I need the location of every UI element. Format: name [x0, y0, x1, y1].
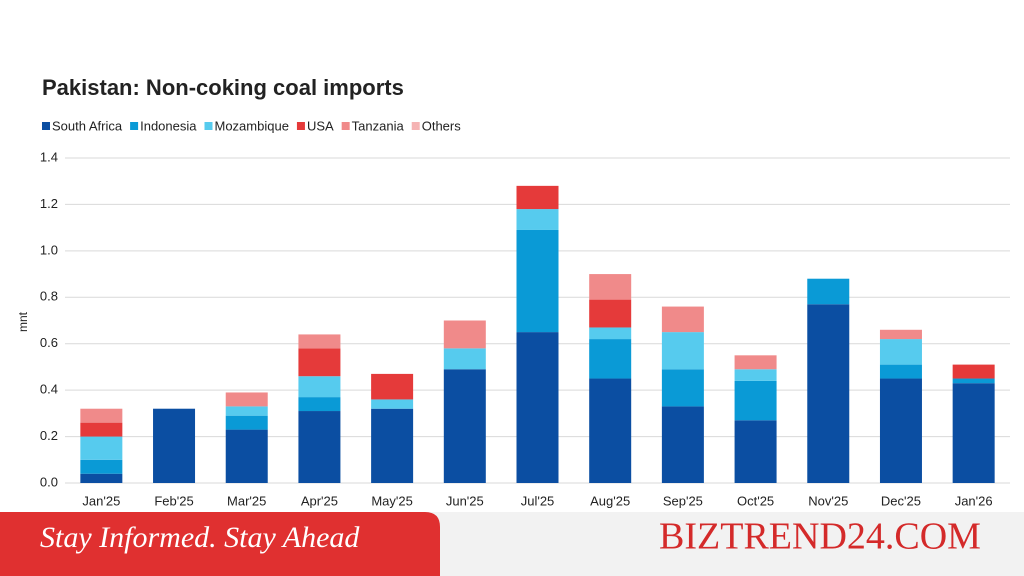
bar-segment [371, 373, 414, 400]
y-tick-label: 0.0 [40, 474, 58, 489]
bar-segment [589, 378, 632, 483]
x-tick-label: Mar'25 [227, 493, 266, 508]
bar-segment [443, 348, 486, 370]
bar-segment [516, 229, 559, 333]
bar-segment [807, 278, 850, 305]
bar-segment [516, 332, 559, 483]
bar-segment [661, 406, 704, 483]
bar-segment [225, 406, 268, 416]
bar-segment [879, 329, 922, 340]
legend-label: Tanzania [352, 118, 405, 133]
x-tick-label: Jun'25 [446, 493, 484, 508]
bar-segment [952, 383, 995, 483]
bar-segment [443, 369, 486, 483]
bar-segment [952, 378, 995, 384]
bar-segment [734, 369, 777, 381]
bar-segment [516, 185, 559, 210]
legend-swatch [130, 122, 139, 130]
bar-segment [879, 378, 922, 483]
legend-label: Indonesia [140, 118, 197, 133]
x-tick-label: Apr'25 [301, 493, 338, 508]
bar-segment [80, 422, 123, 437]
legend-label: Others [422, 118, 462, 133]
bar-segment [807, 304, 850, 483]
x-tick-label: Oct'25 [737, 493, 774, 508]
y-axis-label: mnt [16, 311, 30, 332]
y-tick-label: 1.0 [40, 242, 58, 257]
y-tick-label: 0.8 [40, 289, 58, 304]
bar-segment [952, 364, 995, 379]
tagline-box [0, 512, 440, 576]
bar-segment [298, 348, 341, 377]
bar-segment [80, 408, 123, 423]
bar-segment [589, 274, 632, 300]
x-tick-label: Jan'25 [82, 493, 120, 508]
bar-segment [298, 411, 341, 483]
bar-segment [80, 436, 123, 460]
x-tick-label: Sep'25 [663, 493, 703, 508]
legend-swatch [42, 122, 50, 130]
brand: BIZTREND24.COM [659, 516, 981, 558]
legend-label: USA [307, 118, 334, 133]
bar-segment [298, 397, 341, 412]
x-tick-label: Dec'25 [881, 493, 921, 508]
bar-segment [225, 415, 268, 430]
bar-segment [153, 408, 196, 483]
y-tick-label: 0.2 [40, 428, 58, 443]
bar-segment [225, 392, 268, 407]
y-tick-label: 0.6 [40, 335, 58, 350]
x-tick-label: Feb'25 [154, 493, 193, 508]
bar-segment [80, 459, 123, 474]
bar-segment [298, 334, 341, 349]
bar-segment [661, 306, 704, 333]
tagline: Stay Informed. Stay Ahead [40, 521, 360, 554]
bar-segment [371, 408, 414, 483]
bar-segment [443, 320, 486, 349]
legend-swatch [411, 122, 420, 130]
bar-segment [80, 473, 123, 483]
bar-segment [298, 376, 341, 398]
legend-swatch [204, 122, 213, 130]
y-tick-label: 1.4 [40, 149, 58, 164]
bar-segment [516, 209, 559, 230]
bar-segment [589, 299, 632, 328]
bar-segment [734, 355, 777, 370]
legend-swatch [341, 122, 350, 130]
x-tick-label: Jul'25 [521, 493, 555, 508]
legend-swatch [296, 122, 305, 130]
bar-segment [879, 364, 922, 379]
x-tick-label: Aug'25 [590, 493, 630, 508]
y-tick-label: 0.4 [40, 382, 58, 397]
chart-title: Pakistan: Non-coking coal imports [42, 75, 404, 100]
x-tick-label: Jan'26 [955, 493, 993, 508]
legend-label: South Africa [52, 118, 123, 133]
y-tick-label: 1.2 [40, 196, 58, 211]
bar-segment [734, 420, 777, 483]
bar-segment [225, 429, 268, 483]
legend-label: Mozambique [215, 118, 289, 133]
bar-segment [589, 327, 632, 340]
bar-segment [371, 399, 414, 409]
x-tick-label: May'25 [371, 493, 413, 508]
bar-segment [661, 332, 704, 370]
bar-segment [661, 369, 704, 407]
bar-segment [734, 380, 777, 421]
legend: South Africa Indonesia Mozambique USA Tanzan… [42, 118, 461, 133]
bar-segment [879, 339, 922, 365]
x-tick-label: Nov'25 [808, 493, 848, 508]
bar-segment [589, 339, 632, 379]
